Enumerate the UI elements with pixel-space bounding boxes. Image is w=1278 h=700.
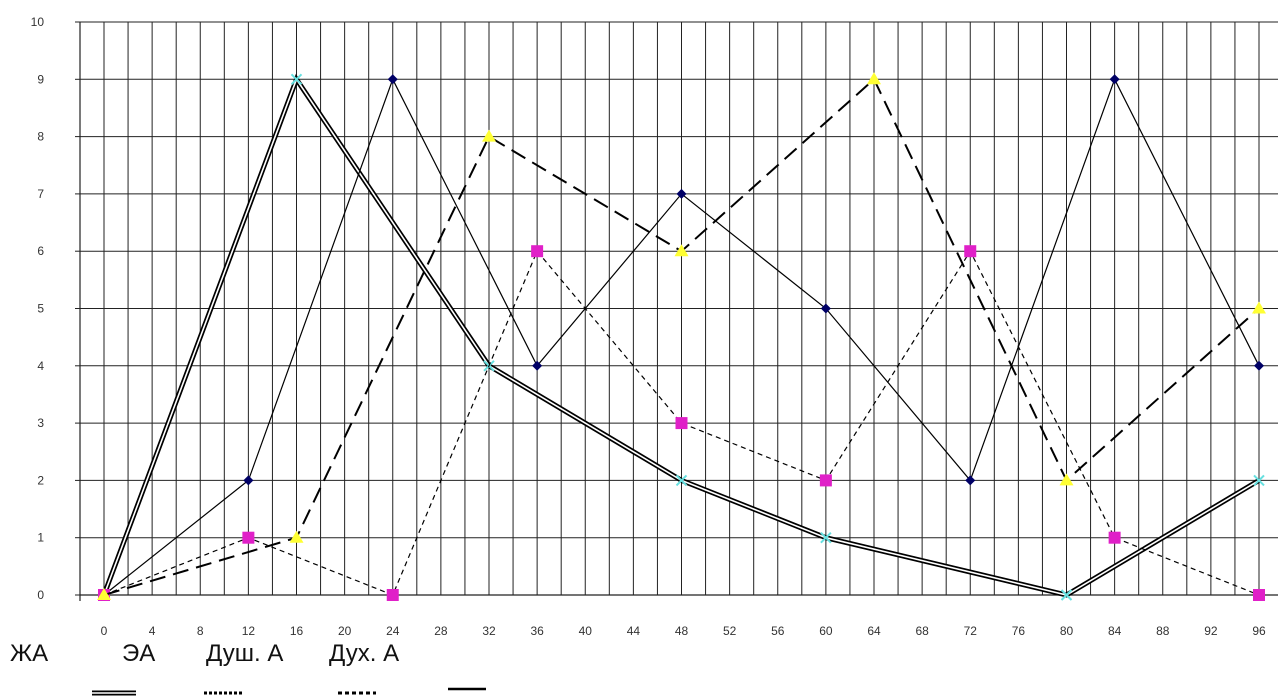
y-tick-label: 8 xyxy=(37,130,44,144)
marker-x-b xyxy=(290,73,303,86)
x-tick-label: 16 xyxy=(290,624,304,638)
marker-diamond xyxy=(820,303,831,314)
x-tick-label: 32 xyxy=(482,624,496,638)
y-tick-label: 10 xyxy=(31,15,45,29)
legend-label-zha: ЖА xyxy=(10,640,49,667)
x-tick-label: 36 xyxy=(530,624,544,638)
legend-label-ea: ЭА xyxy=(122,640,156,667)
x-tick-label: 92 xyxy=(1204,624,1218,638)
x-tick-label: 44 xyxy=(627,624,641,638)
chart-series xyxy=(97,72,1266,601)
marker-square xyxy=(242,531,255,544)
y-tick-label: 0 xyxy=(37,588,44,602)
marker-triangle xyxy=(674,244,689,257)
series-0 xyxy=(98,73,1265,601)
x-tick-label: 68 xyxy=(915,624,929,638)
series-2 xyxy=(98,245,1265,601)
x-tick-label: 96 xyxy=(1252,624,1266,638)
y-tick-label: 1 xyxy=(37,531,44,545)
marker-square xyxy=(1108,531,1121,544)
x-tick-label: 84 xyxy=(1108,624,1122,638)
chart-grid xyxy=(80,21,1278,596)
y-tick-labels: 0 1 2 3 4 5 6 7 8 9 10 xyxy=(31,15,80,602)
marker-diamond xyxy=(1109,74,1120,85)
legend-swatches xyxy=(92,687,486,696)
marker-diamond xyxy=(1254,360,1264,371)
x-tick-label: 48 xyxy=(675,624,689,638)
marker-diamond xyxy=(387,74,398,85)
marker-square xyxy=(819,474,832,487)
x-tick-label: 4 xyxy=(149,624,156,638)
x-tick-label: 88 xyxy=(1156,624,1170,638)
marker-square xyxy=(964,245,977,258)
x-tick-label: 28 xyxy=(434,624,448,638)
marker-triangle xyxy=(289,530,304,543)
marker-triangle xyxy=(482,129,496,142)
legend-label-dukh-a: Дух. А xyxy=(329,640,400,667)
y-tick-label: 6 xyxy=(37,244,44,258)
x-tick-label: 52 xyxy=(723,624,737,638)
x-tick-label: 80 xyxy=(1060,624,1074,638)
marker-square xyxy=(531,245,544,258)
x-tick-label: 72 xyxy=(964,624,978,638)
line-chart: 0 4 8 12 16 20 24 28 32 36 40 44 48 52 56 60 64 68 72 76 80 8… xyxy=(31,15,1278,638)
marker-diamond xyxy=(965,475,976,486)
series-3 xyxy=(97,72,1266,600)
marker-diamond xyxy=(676,188,687,199)
x-tick-label: 56 xyxy=(771,624,785,638)
legend-label-dush-a: Душ. А xyxy=(206,640,284,667)
marker-diamond xyxy=(243,475,254,486)
y-tick-label: 3 xyxy=(37,416,44,430)
chart-axes xyxy=(79,22,1278,601)
x-tick-label: 64 xyxy=(867,624,881,638)
x-tick-label: 0 xyxy=(101,624,108,638)
marker-x-b xyxy=(1253,474,1265,487)
x-tick-label: 76 xyxy=(1012,624,1026,638)
y-tick-label: 7 xyxy=(37,187,44,201)
y-tick-label: 9 xyxy=(37,72,44,86)
y-tick-label: 2 xyxy=(37,473,44,487)
marker-square xyxy=(1253,589,1265,601)
x-tick-label: 8 xyxy=(197,624,204,638)
marker-x-b xyxy=(675,474,688,487)
chart-legend: ЖА ЭА Душ. А Дух. А xyxy=(10,640,610,698)
x-tick-labels: 0 4 8 12 16 20 24 28 32 36 40 44 48 52 56 60 64 68 72 76 80 8… xyxy=(101,624,1266,638)
series-line xyxy=(103,249,1260,596)
x-tick-label: 24 xyxy=(386,624,400,638)
x-tick-label: 12 xyxy=(242,624,256,638)
marker-triangle xyxy=(97,588,111,600)
marker-triangle xyxy=(1252,301,1266,314)
marker-triangle xyxy=(1059,473,1074,486)
y-tick-label: 4 xyxy=(37,359,44,373)
x-tick-label: 40 xyxy=(579,624,593,638)
marker-square xyxy=(675,417,688,430)
marker-triangle xyxy=(867,72,881,85)
marker-x-b xyxy=(820,531,832,544)
series-1 xyxy=(99,74,1264,600)
x-tick-label: 20 xyxy=(338,624,352,638)
marker-diamond xyxy=(532,360,543,371)
y-tick-label: 5 xyxy=(37,302,44,316)
marker-square xyxy=(386,589,399,601)
x-tick-label: 60 xyxy=(819,624,833,638)
marker-x-b xyxy=(1060,589,1073,601)
